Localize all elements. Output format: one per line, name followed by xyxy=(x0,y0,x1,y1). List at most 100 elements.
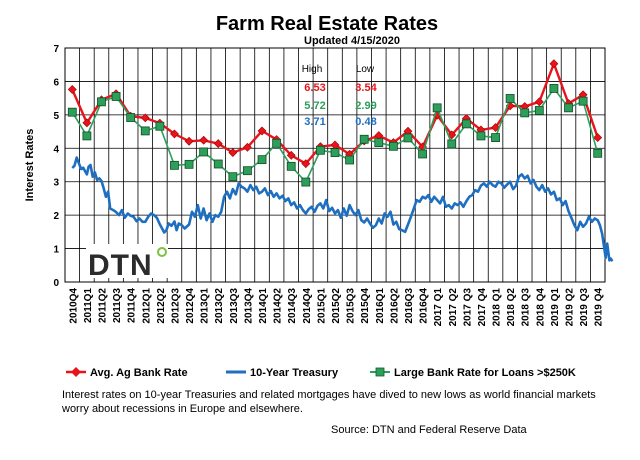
x-tick-label: 2014Q3 xyxy=(287,288,298,324)
large-bank-rate-point xyxy=(359,134,369,144)
large-bank-rate-point xyxy=(97,97,106,107)
x-tick-label: 2014Q4 xyxy=(302,288,313,324)
x-tick-labels: 2010Q4 2011Q1 2011Q2 2011Q3 2011Q4 2012Q1 2012… xyxy=(68,288,604,327)
series-line-10-year-treasury xyxy=(71,156,614,262)
x-tick-label: 2017 Q4 xyxy=(477,288,488,327)
x-tick-label: 2017 Q1 xyxy=(433,288,444,327)
x-tick-label: 2014Q2 xyxy=(273,288,284,324)
x-tick-label: 2013Q3 xyxy=(229,288,240,324)
large-bank-rate-point xyxy=(461,119,471,129)
ag-rate-point xyxy=(301,159,311,169)
x-tick-label: 2013Q1 xyxy=(200,288,211,324)
large-bank-rate-point xyxy=(374,138,384,148)
series-line-large-bank-rate xyxy=(71,87,599,184)
source-note: Source: DTN and Federal Reserve Data xyxy=(331,424,528,436)
y-tick-label: 3 xyxy=(53,178,59,189)
chart-subtitle: Updated 4/15/2020 xyxy=(304,35,400,47)
legend-ag-marker xyxy=(71,367,81,377)
dtn-logo: DTN xyxy=(86,244,168,282)
x-tick-label: 2011Q2 xyxy=(97,288,108,323)
stats-header-low: Low xyxy=(356,64,375,75)
stats-large-high: 5.72 xyxy=(304,100,325,112)
x-tick-label: 2015Q4 xyxy=(360,288,371,324)
x-tick-label: 2011Q3 xyxy=(112,288,123,323)
chart-title: Farm Real Estate Rates xyxy=(216,13,438,35)
x-tick-label: 2019 Q4 xyxy=(594,288,605,327)
large-bank-rate-point xyxy=(140,126,150,136)
large-bank-rate-point xyxy=(111,92,121,101)
ag-rate-point xyxy=(140,113,150,123)
x-tick-label: 2016Q4 xyxy=(419,288,430,324)
large-bank-rate-point xyxy=(272,138,282,148)
ag-rate-point xyxy=(243,142,252,152)
x-tick-label: 2015Q3 xyxy=(346,288,357,324)
ag-rate-point xyxy=(549,59,559,69)
large-bank-rate-point xyxy=(301,177,311,187)
ag-rate-point xyxy=(257,126,267,136)
large-bank-rate-point xyxy=(126,113,136,122)
y-tick-label: 0 xyxy=(53,278,59,289)
large-bank-rate-point xyxy=(228,172,238,182)
y-tick-label: 4 xyxy=(53,144,59,155)
large-bank-rate-point xyxy=(505,94,515,103)
legend-ag-label: Avg. Ag Bank Rate xyxy=(90,367,188,379)
grid-lines xyxy=(64,47,606,283)
large-bank-rate-point xyxy=(67,107,77,117)
stats-treasury-high: 3.71 xyxy=(304,116,325,128)
ag-rate-point xyxy=(593,133,603,143)
x-tick-label: 2012Q4 xyxy=(185,288,196,324)
large-bank-rate-point xyxy=(213,159,223,169)
series-10-year-treasury xyxy=(71,156,614,262)
large-bank-rate-point xyxy=(432,103,442,113)
x-tick-label: 2011Q4 xyxy=(127,288,138,323)
stats-treasury-low: 0.48 xyxy=(355,116,376,128)
ag-rate-point xyxy=(228,148,238,158)
large-bank-rate-point xyxy=(388,141,398,151)
ag-rate-point xyxy=(286,150,296,160)
stats-large-low: 2.99 xyxy=(355,100,376,112)
x-tick-label: 2012Q3 xyxy=(170,288,181,324)
x-tick-label: 2017 Q3 xyxy=(462,288,473,327)
large-bank-rate-point xyxy=(564,103,573,113)
x-tick-label: 2018 Q4 xyxy=(535,288,546,327)
ag-rate-point xyxy=(213,139,223,149)
caption-line-1: Interest rates on 10-year Treasuries and… xyxy=(62,389,596,401)
large-bank-rate-point xyxy=(82,131,92,141)
ag-rate-point xyxy=(67,85,77,94)
large-bank-rate-point xyxy=(447,139,457,149)
stats-header-high: High xyxy=(302,64,323,75)
plot-frame xyxy=(64,47,606,283)
x-tick-label: 2015Q1 xyxy=(316,288,327,324)
x-tick-label: 2016Q1 xyxy=(375,288,386,324)
logo-dot-icon xyxy=(157,247,167,257)
large-bank-rate-point xyxy=(330,148,340,158)
y-tick-label: 6 xyxy=(53,77,59,88)
x-tick-label: 2010Q4 xyxy=(68,288,79,324)
large-bank-rate-point xyxy=(534,106,544,115)
large-bank-rate-point xyxy=(199,147,209,157)
logo-background xyxy=(86,244,168,278)
x-tick-label: 2013Q4 xyxy=(243,288,254,324)
y-axis-label: Interest Rates xyxy=(24,129,36,202)
legend-large-label: Large Bank Rate for Loans >$250K xyxy=(394,367,576,379)
ag-rate-point xyxy=(491,123,500,132)
x-tick-label: 2017 Q2 xyxy=(448,288,459,327)
ag-rate-point xyxy=(184,136,194,146)
x-tick-label: 2018 Q2 xyxy=(506,288,517,327)
y-tick-label: 7 xyxy=(53,44,59,55)
large-bank-rate-point xyxy=(243,166,252,176)
x-tick-label: 2018 Q3 xyxy=(521,288,532,327)
y-tick-label: 2 xyxy=(53,211,59,222)
large-bank-rate-point xyxy=(549,84,559,93)
large-bank-rate-point xyxy=(403,133,413,143)
ag-rate-point xyxy=(199,135,209,145)
x-tick-label: 2011Q1 xyxy=(83,288,94,323)
large-bank-rate-point xyxy=(418,149,427,159)
x-tick-label: 2016Q3 xyxy=(404,288,415,324)
x-tick-label: 2019 Q3 xyxy=(579,288,590,327)
large-bank-rate-point xyxy=(170,160,179,170)
legend-treasury-label: 10-Year Treasury xyxy=(250,367,339,379)
large-bank-rate-point xyxy=(578,96,588,106)
x-tick-label: 2012Q2 xyxy=(156,288,167,324)
